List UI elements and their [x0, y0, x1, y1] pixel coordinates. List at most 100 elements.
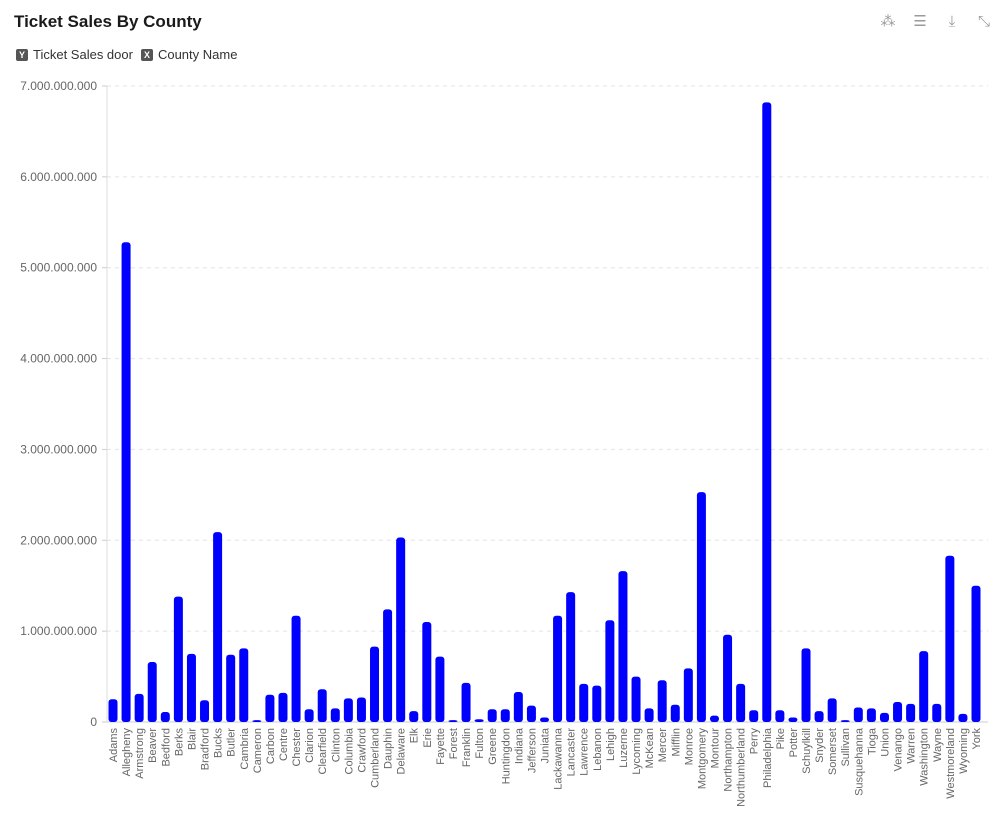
bar-franklin	[461, 682, 471, 722]
bar-elk	[409, 711, 419, 722]
x-tick-label: Monroe	[683, 728, 695, 765]
x-tick-label: Centre	[278, 728, 290, 761]
bar-crawford	[356, 697, 366, 722]
bar-union	[879, 712, 889, 722]
bar-chester	[291, 615, 301, 722]
x-tick-label: Snyder	[814, 728, 826, 763]
x-tick-label: Lycoming	[631, 728, 643, 775]
bar-juniata	[540, 717, 549, 722]
x-tick-label: Lancaster	[566, 728, 578, 777]
bar-mercer	[657, 680, 667, 722]
bar-butler	[226, 654, 236, 722]
y-tick-label: 7.000.000.000	[20, 79, 97, 93]
bar-clearfield	[317, 689, 327, 722]
chart-title: Ticket Sales By County	[14, 12, 202, 31]
x-tick-label: Adams	[108, 728, 120, 763]
bar-carbon	[265, 694, 275, 722]
bar-indiana	[513, 692, 523, 722]
x-tick-label: Lebanon	[592, 728, 604, 771]
bar-bucks	[213, 532, 223, 722]
sliders-icon[interactable]: ☰	[913, 13, 927, 30]
y-tick-label: 3.000.000.000	[20, 442, 97, 456]
collapse-icon[interactable]: ⤡	[977, 12, 990, 30]
x-tick-label: Luzerne	[618, 728, 630, 768]
legend-item-y: Y Ticket Sales door	[16, 47, 133, 62]
x-tick-label: Columbia	[343, 727, 355, 774]
x-tick-label: Bucks	[213, 728, 225, 758]
legend-item-x: X County Name	[140, 47, 237, 62]
bar-delaware	[396, 537, 406, 722]
x-tick-label: Delaware	[396, 728, 408, 774]
x-tick-label: Mifflin	[670, 728, 682, 757]
bar-fayette	[435, 656, 445, 722]
bar-montour	[709, 715, 719, 722]
x-tick-label: Northampton	[723, 728, 735, 792]
y-tick-label: 5.000.000.000	[20, 261, 97, 275]
x-tick-label: Fayette	[435, 728, 447, 765]
bar-forest	[448, 720, 458, 722]
x-tick-label: Greene	[487, 728, 499, 765]
bar-bradford	[200, 700, 210, 722]
x-tick-label: Mercer	[657, 728, 669, 763]
x-tick-label: Clinton	[330, 728, 342, 762]
x-tick-label: Berks	[173, 728, 185, 757]
select-cursor-icon[interactable]: ⁂	[880, 13, 896, 30]
x-tick-label: Sullivan	[840, 728, 852, 767]
bar-northampton	[723, 634, 733, 722]
bar-washington	[919, 651, 929, 722]
x-tick-label: Somerset	[827, 728, 839, 775]
bar-mckean	[644, 708, 654, 722]
download-icon[interactable]: ⤓	[948, 12, 956, 30]
bar-lancaster	[566, 592, 576, 722]
x-tick-label: Venango	[893, 728, 905, 771]
y-tick-label: 4.000.000.000	[20, 352, 97, 366]
bar-susquehanna	[853, 707, 863, 722]
x-tick-label: Montour	[709, 728, 721, 769]
bar-snyder	[814, 711, 824, 722]
x-tick-label: Clarion	[304, 728, 316, 763]
chart-toolbar: ⁂ ☰ ⤓ ⤡	[879, 12, 993, 31]
x-tick-label: Dauphin	[383, 728, 395, 769]
x-tick-label: Cameron	[252, 728, 264, 773]
bar-lycoming	[631, 676, 641, 722]
bar-mifflin	[670, 704, 680, 722]
x-tick-label: Westmoreland	[945, 728, 957, 799]
x-tick-label: York	[971, 728, 983, 750]
x-tick-label: Perry	[749, 728, 761, 755]
bar-cumberland	[370, 646, 380, 722]
x-tick-label: Butler	[226, 728, 238, 757]
y-badge: Y	[16, 48, 28, 61]
bar-venango	[893, 702, 903, 722]
x-tick-label: Lawrence	[579, 728, 591, 776]
bar-monroe	[683, 668, 693, 722]
bar-potter	[788, 717, 798, 722]
bar-allegheny	[121, 242, 131, 722]
bar-northumberland	[736, 683, 746, 722]
x-tick-label: Beaver	[147, 728, 159, 763]
x-tick-label: Crawford	[356, 728, 368, 773]
x-tick-label: Allegheny	[121, 728, 133, 777]
x-tick-label: Franklin	[461, 728, 473, 767]
bar-perry	[749, 710, 759, 722]
x-tick-label: Northumberland	[736, 728, 748, 807]
x-tick-label: Warren	[906, 728, 918, 764]
bar-montgomery	[696, 492, 706, 722]
x-tick-label: Schuylkill	[801, 728, 813, 774]
legend: Y Ticket Sales door X County Name	[16, 47, 237, 62]
bar-fulton	[474, 719, 484, 722]
legend-label-y: Ticket Sales door	[33, 47, 133, 62]
bar-greene	[487, 709, 497, 722]
bar-schuylkill	[801, 648, 811, 722]
bar-centre	[278, 692, 288, 722]
x-tick-label: Pike	[775, 728, 787, 749]
x-tick-label: Jefferson	[526, 728, 538, 773]
bar-armstrong	[134, 693, 144, 722]
x-tick-label: Union	[879, 728, 891, 757]
bar-huntingdon	[500, 709, 510, 722]
x-tick-label: Erie	[422, 728, 434, 748]
x-tick-label: Huntingdon	[500, 728, 512, 784]
x-tick-label: Elk	[409, 728, 421, 744]
x-tick-label: Wayne	[932, 728, 944, 762]
x-tick-label: Bedford	[160, 728, 172, 767]
x-tick-label: Clearfield	[317, 728, 329, 774]
